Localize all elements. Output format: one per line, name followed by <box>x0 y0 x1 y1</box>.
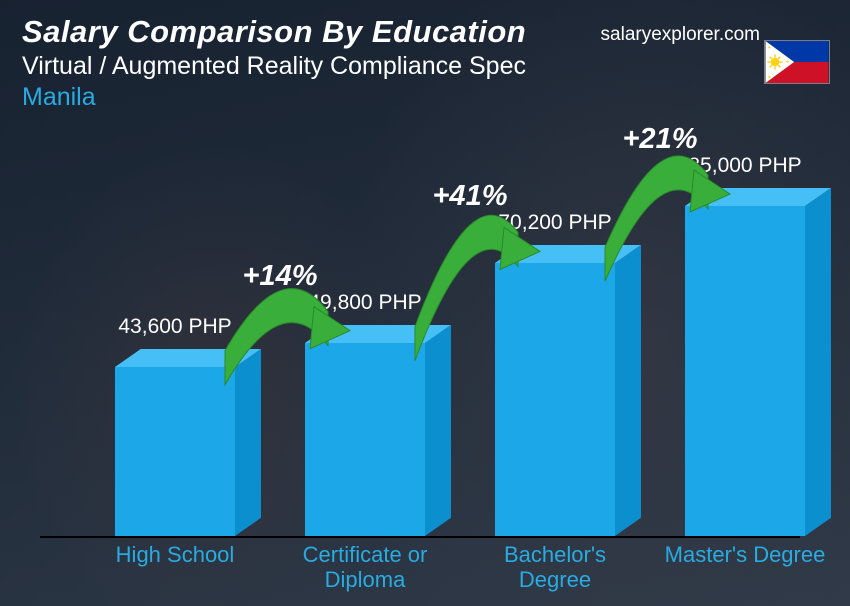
increase-arrow <box>0 0 850 606</box>
increase-label: +21% <box>623 123 698 156</box>
